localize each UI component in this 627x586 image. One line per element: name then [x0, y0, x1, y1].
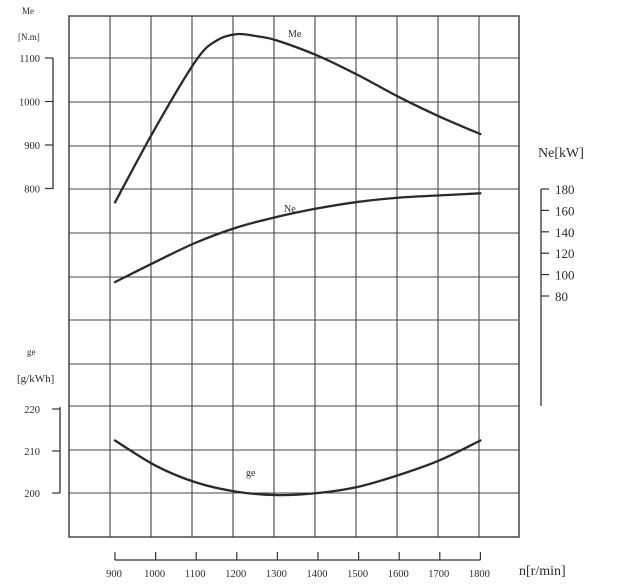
x-tick-label: 1400: [307, 569, 328, 580]
series-line-ge: [113, 439, 482, 497]
x-tick-label: 1000: [144, 569, 165, 580]
x-axis-title: n[r/min]: [519, 564, 566, 579]
ne-tick-label: 180: [555, 182, 575, 197]
me-tick-label: 900: [24, 141, 40, 152]
series-label-ge: ge: [246, 468, 256, 479]
me-axis-title: Me: [22, 6, 34, 16]
ne-tick-label: 160: [555, 203, 575, 218]
series-label-me: Me: [288, 29, 302, 40]
series-label-ne: Ne: [284, 204, 296, 215]
axis-labels: 900 1000 1100 1200 1300 1400 1500 1600 1700 1800 n…: [17, 6, 584, 580]
series-line-me: [113, 32, 482, 204]
x-tick-label: 1500: [347, 569, 368, 580]
ge-tick-label: 200: [24, 489, 40, 500]
grid: [68, 15, 520, 538]
ge-axis-unit: [g/kWh]: [17, 373, 54, 385]
x-tick-label: 1800: [469, 569, 490, 580]
x-tick-label: 1300: [266, 569, 287, 580]
x-tick-label: 1700: [428, 569, 449, 580]
x-tick-label: 1200: [225, 569, 246, 580]
me-tick-label: 1100: [19, 54, 40, 65]
ne-tick-label: 80: [555, 289, 568, 304]
ne-axis-title: Ne[kW]: [538, 146, 584, 161]
ge-tick-label: 210: [24, 447, 40, 458]
x-tick-label: 1600: [388, 569, 409, 580]
ge-axis-title: ge: [27, 347, 36, 357]
ge-tick-label: 220: [24, 405, 40, 416]
ne-tick-label: 140: [555, 225, 575, 240]
ne-tick-label: 100: [555, 268, 575, 283]
series-line-ne: [113, 192, 482, 284]
x-tick-label: 900: [106, 569, 122, 580]
series-lines: [113, 32, 482, 497]
x-tick-label: 1100: [185, 569, 206, 580]
me-axis-unit: [N.m]: [18, 32, 40, 42]
axes: [45, 57, 549, 561]
me-tick-label: 800: [24, 185, 40, 196]
ne-tick-label: 120: [555, 246, 575, 261]
me-tick-label: 1000: [19, 98, 40, 109]
